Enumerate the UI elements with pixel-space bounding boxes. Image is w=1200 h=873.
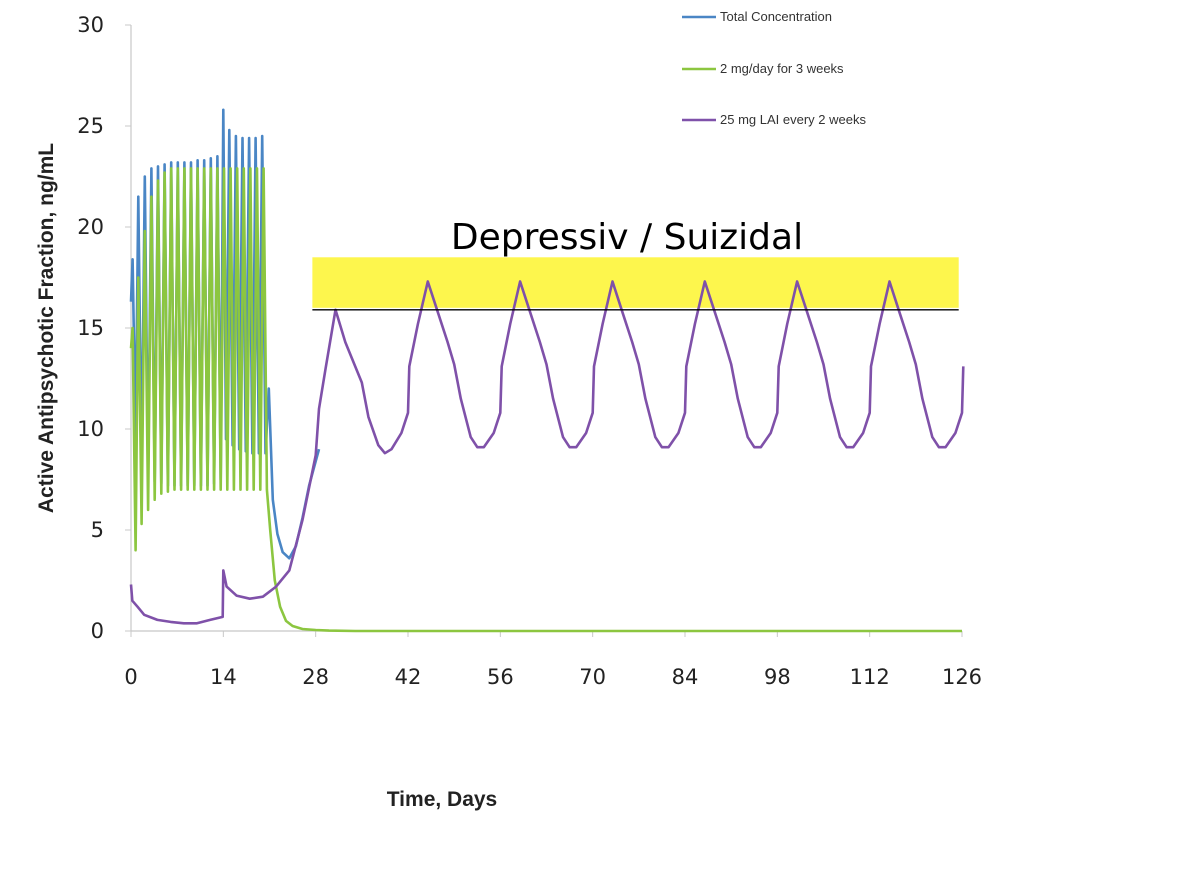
series-oral-line: [129, 167, 962, 633]
legend-label-total: Total Concentration: [720, 9, 832, 24]
x-axis-title: Time, Days: [387, 788, 498, 811]
x-tick-label: 70: [579, 665, 606, 689]
y-tick-label: 5: [91, 518, 104, 542]
y-tick-label: 30: [77, 13, 104, 37]
x-tick-label: 0: [124, 665, 137, 689]
legend-label-oral: 2 mg/day for 3 weeks: [720, 61, 844, 76]
x-tick-label: 126: [942, 665, 982, 689]
legend: Total Concentration 2 mg/day for 3 weeks…: [682, 9, 866, 127]
annotation-band: [312, 257, 959, 308]
y-tick-label: 15: [77, 316, 104, 340]
y-tick-label: 25: [77, 114, 104, 138]
y-tick-label: 0: [91, 619, 104, 643]
x-tick-label: 56: [487, 665, 514, 689]
x-tick-label: 14: [210, 665, 237, 689]
y-tick-label: 20: [77, 215, 104, 239]
x-tick-label: 98: [764, 665, 791, 689]
x-tick-label: 28: [302, 665, 329, 689]
x-tick-label: 112: [850, 665, 890, 689]
series-lai-line: [129, 280, 965, 625]
series-layer: [129, 108, 965, 633]
x-tick-label: 42: [395, 665, 422, 689]
y-tick-label: 10: [77, 417, 104, 441]
x-tick-label: 84: [672, 665, 699, 689]
legend-label-lai: 25 mg LAI every 2 weeks: [720, 112, 866, 127]
y-axis-title: Active Antipsychotic Fraction, ng/mL: [35, 143, 58, 513]
annotation-band-layer: [312, 257, 959, 308]
band-label: Depressiv / Suizidal: [451, 217, 803, 258]
ticks-layer: 0 5 10 15 20 25 30 0 14 28 42 56 70 84 98 112 126: [77, 13, 982, 689]
